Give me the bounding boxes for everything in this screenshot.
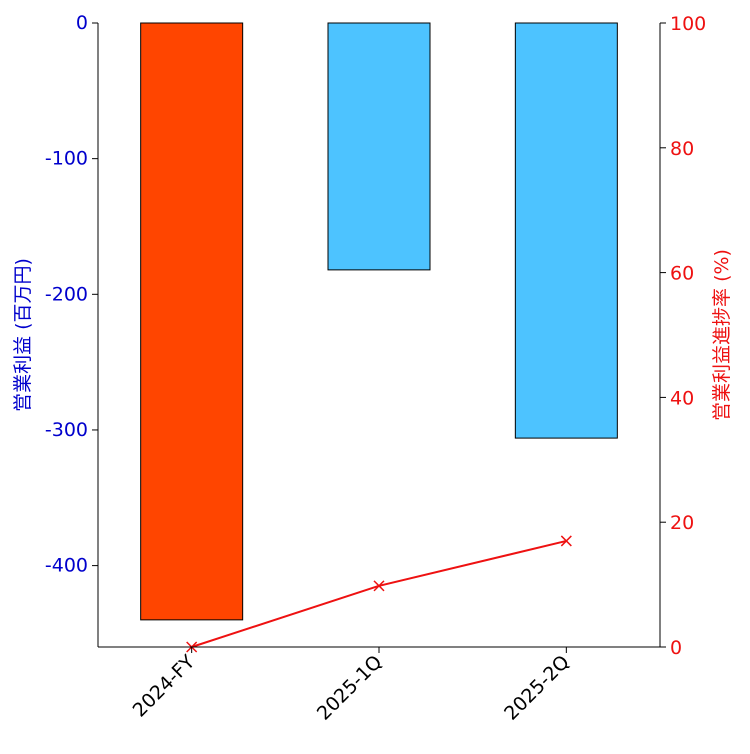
right-axis-title: 営業利益進捗率 (%) [711, 249, 733, 421]
left-axis-ticks: 0 -100 -200 -300 -400 [45, 12, 98, 577]
bar-2024-FY [140, 22, 244, 621]
bar-2025-2Q [514, 22, 618, 439]
progress-line [191, 539, 567, 648]
right-tick-label: 0 [670, 637, 682, 659]
right-tick-label: 40 [670, 387, 694, 409]
left-tick-label: 0 [76, 12, 88, 34]
x-tick-label: 2025-2Q [500, 651, 574, 725]
right-tick-label: 100 [670, 13, 706, 35]
progress-point-2025-2Q [560, 535, 572, 547]
x-tick-label: 2025-1Q [313, 651, 387, 725]
right-tick-label: 60 [670, 263, 694, 285]
progress-point-2025-1Q [373, 580, 385, 592]
right-tick-label: 20 [670, 512, 694, 534]
left-axis-title: 営業利益 (百万円) [12, 258, 34, 412]
left-tick-label: -300 [45, 419, 88, 441]
right-axis-ticks: 0 20 40 60 80 100 [660, 13, 706, 659]
left-tick-label: -200 [45, 283, 88, 305]
progress-line-layer [186, 535, 572, 653]
x-axis-ticks: 2024-FY 2025-1Q 2025-2Q [129, 647, 574, 725]
left-tick-label: -100 [45, 148, 88, 170]
x-tick-label: 2024-FY [129, 651, 200, 722]
right-tick-label: 80 [670, 138, 694, 160]
bars-layer [140, 22, 618, 621]
left-tick-label: -400 [45, 555, 88, 577]
bar-2025-1Q [327, 22, 431, 271]
